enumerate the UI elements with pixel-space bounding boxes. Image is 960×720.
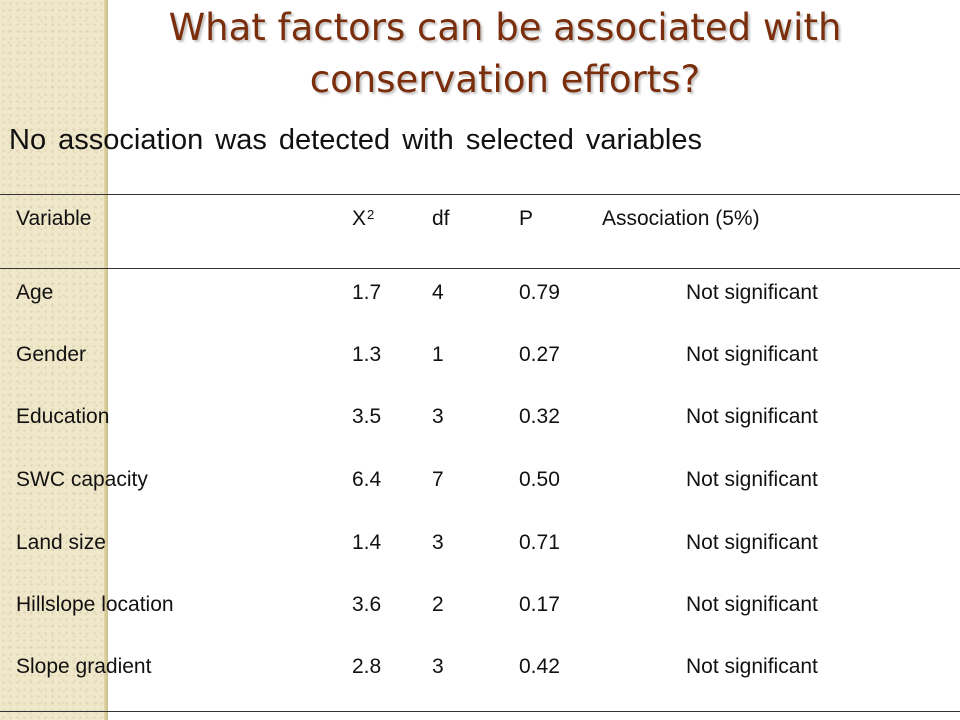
header-chi-square: X2 — [352, 207, 374, 231]
cell-chi-square: 3.6 — [352, 593, 382, 616]
cell-association: Not significant — [686, 531, 818, 554]
cell-variable: SWC capacity — [16, 468, 148, 491]
cell-chi-square: 2.8 — [352, 655, 382, 678]
cell-p-value: 0.42 — [519, 655, 560, 678]
cell-association: Not significant — [686, 343, 818, 366]
slide-title-line-1: What factors can be associated with — [168, 6, 842, 49]
cell-chi-square: 6.4 — [352, 468, 382, 491]
cell-chi-square: 1.7 — [352, 281, 382, 304]
cell-df: 3 — [432, 531, 444, 554]
slide-title-line-2: conservation efforts? — [309, 58, 701, 101]
cell-variable: Gender — [16, 343, 87, 366]
cell-variable: Land size — [16, 531, 106, 554]
cell-p-value: 0.17 — [519, 593, 560, 616]
cell-df: 1 — [432, 343, 444, 366]
cell-variable: Hillslope location — [16, 593, 174, 616]
cell-association: Not significant — [686, 405, 818, 428]
slide-subtitle: No association was detected with selecte… — [9, 124, 702, 156]
cell-variable: Slope gradient — [16, 655, 152, 678]
cell-p-value: 0.71 — [519, 531, 560, 554]
cell-df: 2 — [432, 593, 444, 616]
cell-p-value: 0.79 — [519, 281, 560, 304]
decorative-side-band — [0, 0, 108, 720]
cell-df: 3 — [432, 655, 444, 678]
cell-association: Not significant — [686, 468, 818, 491]
cell-association: Not significant — [686, 593, 818, 616]
cell-p-value: 0.50 — [519, 468, 560, 491]
cell-p-value: 0.32 — [519, 405, 560, 428]
table-top-rule — [0, 194, 960, 195]
cell-df: 7 — [432, 468, 444, 491]
header-variable: Variable — [16, 207, 92, 230]
cell-chi-square: 1.4 — [352, 531, 382, 554]
header-df: df — [432, 207, 450, 230]
table-bottom-rule — [0, 711, 960, 712]
cell-association: Not significant — [686, 655, 818, 678]
cell-variable: Education — [16, 405, 110, 428]
header-p: P — [519, 207, 534, 230]
cell-association: Not significant — [686, 281, 818, 304]
cell-df: 3 — [432, 405, 444, 428]
cell-chi-square: 3.5 — [352, 405, 382, 428]
header-association: Association (5%) — [602, 207, 760, 230]
table-header-rule — [0, 268, 960, 269]
cell-p-value: 0.27 — [519, 343, 560, 366]
cell-variable: Age — [16, 281, 54, 304]
cell-df: 4 — [432, 281, 444, 304]
cell-chi-square: 1.3 — [352, 343, 382, 366]
header-chi-square-superscript: 2 — [367, 207, 375, 222]
slide-title: What factors can be associated with cons… — [90, 2, 920, 106]
side-band-edge — [104, 0, 108, 720]
header-chi-square-base: X — [352, 207, 367, 230]
